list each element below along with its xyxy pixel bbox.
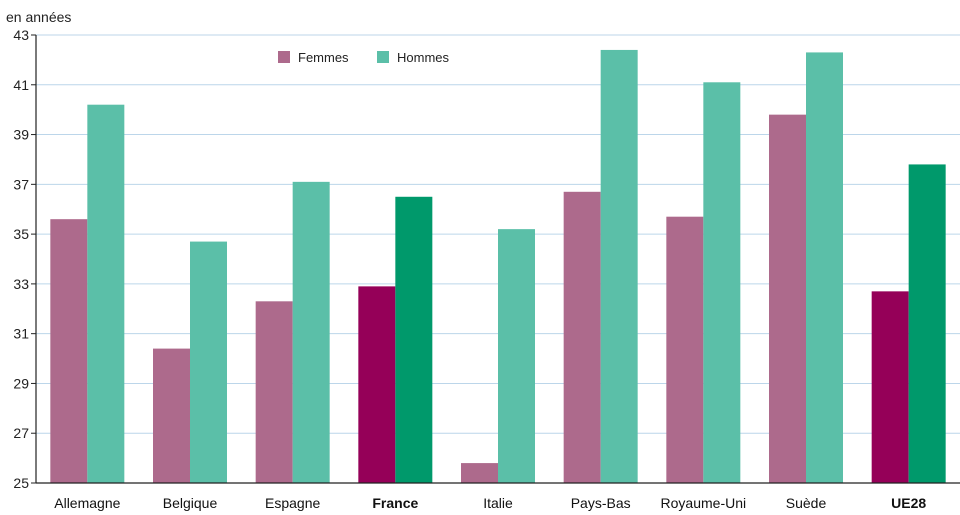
x-tick-label: Pays-Bas [571,495,631,511]
y-axis-unit-label: en années [6,9,71,25]
bar-hommes-belgique [190,241,227,483]
x-tick-label: Suède [786,495,827,511]
bars [50,49,946,484]
y-tick-label: 31 [13,326,29,342]
y-tick-label: 27 [13,425,29,441]
bar-femmes-france [358,286,396,483]
x-tick-label: France [372,495,418,511]
bar-femmes-italie [461,463,498,483]
bar-femmes-allemagne [50,219,88,483]
bar-femmes-royaume-uni [666,216,704,483]
bar-hommes-italie [498,229,535,483]
legend-label-hommes: Hommes [397,50,450,65]
bar-femmes-belgique [153,348,190,483]
bar-hommes-ue28 [908,164,946,483]
x-tick-label: Royaume-Uni [661,495,747,511]
bar-hommes-france [395,196,433,483]
legend: Femmes Hommes [278,50,450,65]
bar-hommes-allemagne [87,104,125,483]
y-axis-ticks: 25 27 29 31 33 35 37 39 41 43 [13,27,36,491]
y-tick-label: 37 [13,176,29,192]
y-tick-label: 43 [13,27,29,43]
bar-hommes-suède [806,52,843,484]
x-tick-label: Belgique [163,495,218,511]
bar-femmes-espagne [255,301,293,483]
x-tick-label: Italie [483,495,513,511]
bar-hommes-royaume-uni [703,82,741,484]
bar-femmes-pays-bas [563,191,601,484]
y-tick-label: 39 [13,127,29,143]
x-tick-label: Espagne [265,495,320,511]
bar-hommes-espagne [292,181,330,483]
x-axis-labels: Allemagne Belgique Espagne France Italie Pays… [54,495,926,511]
legend-swatch-femmes [278,51,290,63]
legend-label-femmes: Femmes [298,50,349,65]
y-tick-label: 35 [13,226,29,242]
y-tick-label: 33 [13,276,29,292]
bar-hommes-pays-bas [600,49,638,483]
x-tick-label: UE28 [891,495,926,511]
bar-femmes-suède [769,114,806,484]
bar-femmes-ue28 [871,291,909,483]
y-tick-label: 29 [13,375,29,391]
y-tick-label: 41 [13,77,29,93]
legend-swatch-hommes [377,51,389,63]
y-tick-label: 25 [13,475,29,491]
x-tick-label: Allemagne [54,495,120,511]
